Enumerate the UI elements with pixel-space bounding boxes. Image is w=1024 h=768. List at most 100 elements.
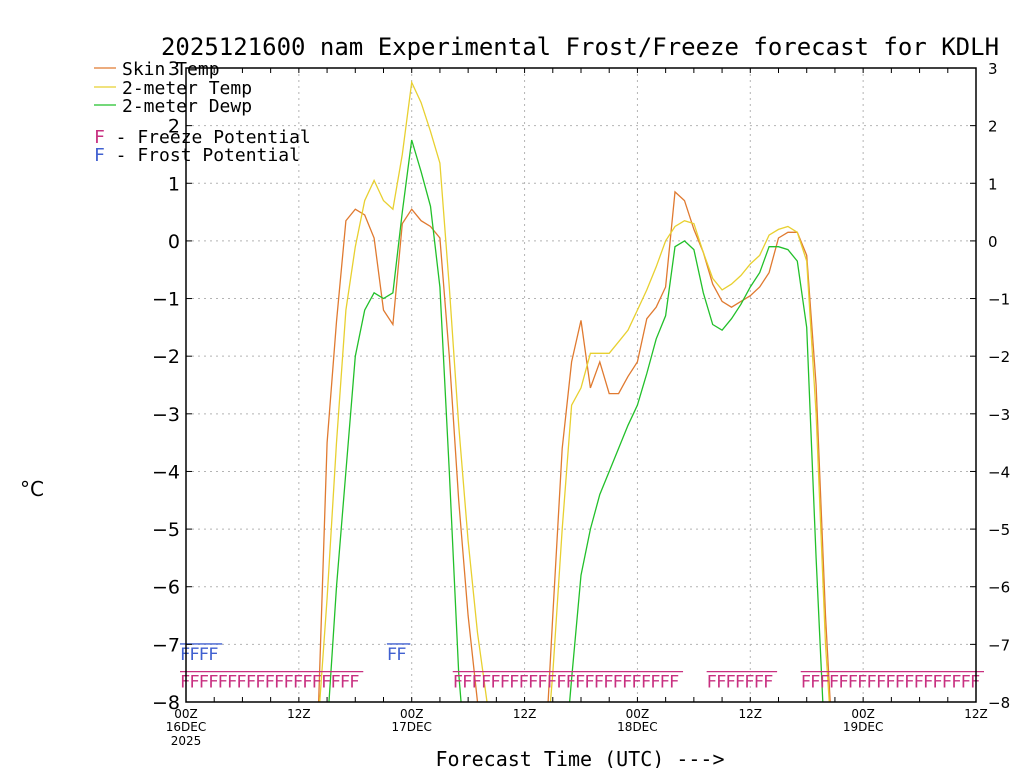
freeze-potential-flag: F [274,673,284,693]
series-line-2-meter-dewp [328,139,824,702]
x-tick-label: 00Z [626,707,650,721]
series-line-skin-temp [317,190,831,702]
freeze-potential-flag: F [453,673,463,693]
frost-potential-flag: F [208,645,218,665]
legend-label-2m-dewp: 2-meter Dewp [122,96,252,117]
y-tick-label: 2 [168,116,180,138]
y-tick-label: −6 [152,577,180,599]
y-tick-label-right: −6 [988,579,1010,597]
y-tick-label-right: −3 [988,406,1010,424]
y-tick-label-right: −7 [988,636,1010,654]
freeze-potential-flag: F [575,673,585,693]
y-tick-label: 3 [168,58,180,80]
y-tick-label: −5 [152,519,180,541]
x-tick-label: 12Z [964,707,988,721]
freeze-potential-flag: F [509,673,519,693]
x-tick-label: 12Z [513,707,537,721]
freeze-potential-flag: F [801,673,811,693]
freeze-potential-flag: F [829,673,839,693]
freeze-potential-flag: F [885,673,895,693]
frost-potential-flag: F [180,645,190,665]
freeze-potential-flag: F [528,673,538,693]
freeze-potential-flag: F [236,673,246,693]
freeze-potential-flag: F [227,673,237,693]
y-tick-label: −8 [152,692,180,714]
x-tick-label: 00Z [851,707,875,721]
y-tick-label: −1 [152,289,180,311]
freeze-potential-flag: F [848,673,858,693]
freeze-potential-flag: F [895,673,905,693]
freeze-potential-flag: F [189,673,199,693]
y-tick-label-right: −8 [988,694,1010,712]
legend-f-freeze-bg [93,128,105,146]
freeze-potential-flag: F [330,673,340,693]
freeze-potential-flag: F [951,673,961,693]
x-tick-label: 00Z [400,707,424,721]
freeze-potential-flag: F [631,673,641,693]
freeze-potential-flag: F [838,673,848,693]
y-tick-label-right: 3 [988,60,998,78]
y-tick-label-right: 0 [988,233,998,251]
freeze-potential-flag: F [180,673,190,693]
freeze-potential-flag: F [660,673,670,693]
freeze-potential-flag: F [255,673,265,693]
freeze-potential-flag: F [556,673,566,693]
freeze-potential-flag: F [650,673,660,693]
y-tick-label-right: −1 [988,291,1010,309]
x-tick-date: 17DEC [391,720,431,734]
freeze-potential-flag: F [547,673,557,693]
x-axis-label: Forecast Time (UTC) ---> [436,747,725,768]
y-tick-label: −3 [152,404,180,426]
y-tick-label-right: −4 [988,463,1010,481]
freeze-potential-flag: F [500,673,510,693]
legend-label-skin-temp: Skin Temp [122,59,220,80]
freeze-potential-flag: F [603,673,613,693]
y-tick-label-right: −5 [988,521,1010,539]
legend-label-frost-potential: F - Frost Potential [94,145,300,166]
x-tick-label: 00Z [174,707,198,721]
freeze-potential-flag: F [302,673,312,693]
freeze-potential-flag: F [594,673,604,693]
freeze-potential-flag: F [744,673,754,693]
freeze-potential-flag: F [725,673,735,693]
freeze-potential-flag: F [218,673,228,693]
freeze-potential-flag: F [566,673,576,693]
freeze-potential-flag: F [820,673,830,693]
freeze-potential-flag: F [970,673,980,693]
freeze-potential-flag: F [876,673,886,693]
freeze-potential-flag: F [867,673,877,693]
freeze-potential-flag: F [707,673,717,693]
freeze-potential-flag: F [669,673,679,693]
x-tick-year: 2025 [171,734,202,748]
freeze-potential-flag: F [340,673,350,693]
x-tick-label: 12Z [739,707,763,721]
freeze-potential-flag: F [857,673,867,693]
legend-f-frost: F [94,145,105,166]
freeze-potential-flag: F [349,673,359,693]
legend-f-freeze: F [94,127,105,148]
legend-f-frost-bg [93,146,105,164]
chart-title: 2025121600 nam Experimental Frost/Freeze… [161,33,999,61]
freeze-potential-flag: F [961,673,971,693]
freeze-potential-flag: F [904,673,914,693]
y-tick-label-right: 2 [988,118,998,136]
freeze-potential-flag: F [293,673,303,693]
x-tick-date: 19DEC [843,720,883,734]
y-tick-label-right: 1 [988,175,998,193]
freeze-potential-flag: F [584,673,594,693]
freeze-potential-flag: F [923,673,933,693]
x-tick-label: 12Z [287,707,311,721]
legend-label-freeze-potential: F - Freeze Potential [94,127,311,148]
y-tick-label: −7 [152,634,180,656]
legend: Skin Temp 2-meter Temp 2-meter Dewp F - … [93,59,311,166]
freeze-potential-flag: F [914,673,924,693]
x-tick-date: 16DEC [166,720,206,734]
y-tick-label: −4 [152,461,180,483]
series-line-2-meter-temp [319,80,830,702]
freeze-potential-flag: F [763,673,773,693]
freeze-potential-flag: F [208,673,218,693]
freeze-potential-flag: F [613,673,623,693]
